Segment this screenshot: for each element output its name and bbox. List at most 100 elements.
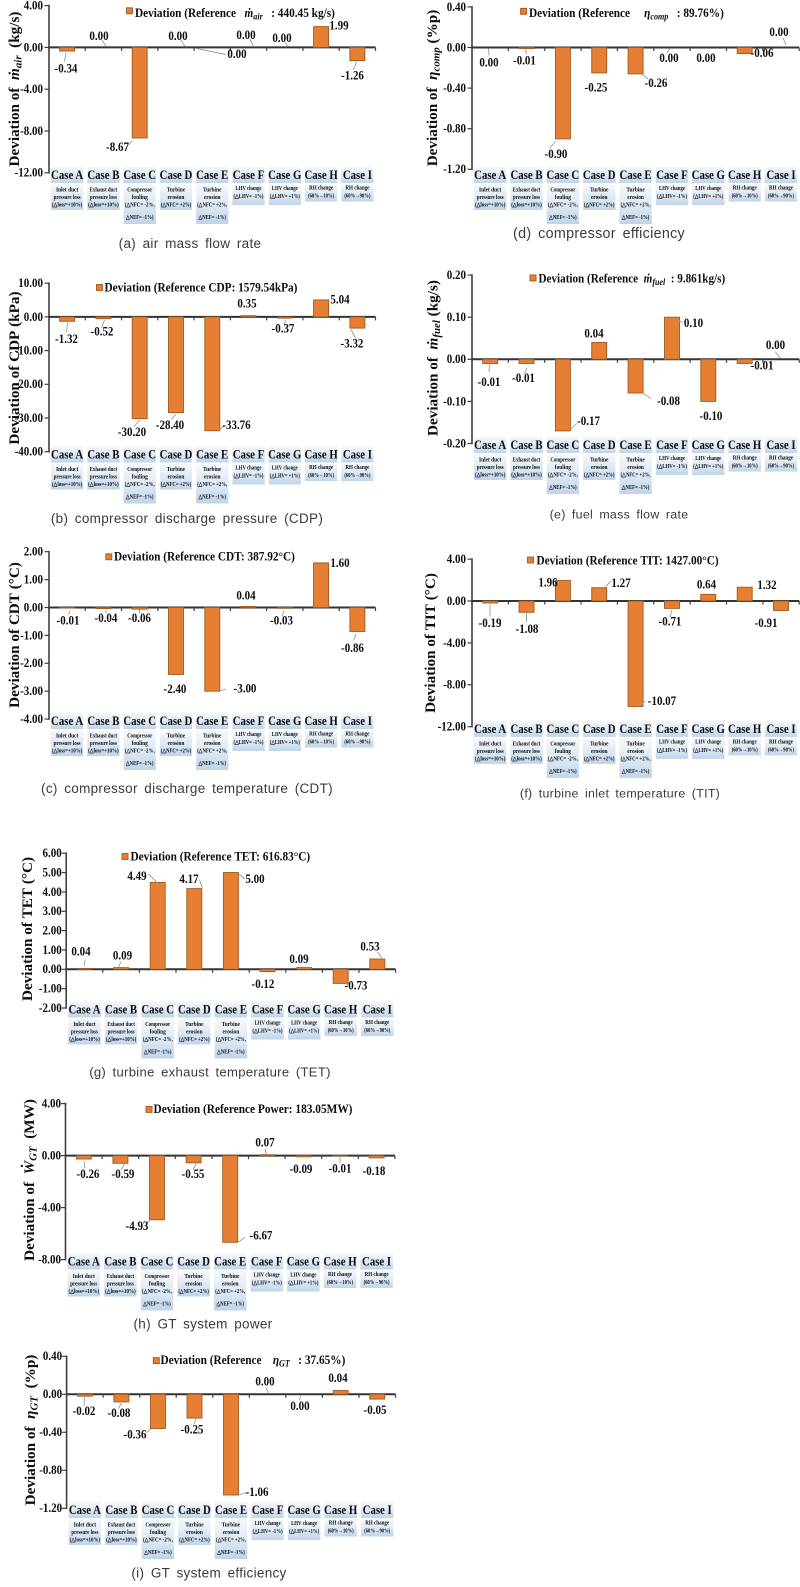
- svg-text:Deviation (Reference ṁfuel: Deviation (Reference ṁfuel : 9.861kg/s): [539, 271, 726, 287]
- svg-text:Compressor: Compressor: [127, 187, 152, 193]
- svg-text:(g) turbine exhaust temperatur: (g) turbine exhaust temperature (TET): [89, 1065, 331, 1080]
- svg-text:-0.09: -0.09: [290, 1163, 313, 1177]
- svg-text:pressure loss: pressure loss: [71, 1029, 99, 1035]
- svg-text:-1.00: -1.00: [20, 629, 43, 643]
- svg-text:(e) fuel mass flow rate: (e) fuel mass flow rate: [550, 508, 689, 522]
- svg-text:RH change: RH change: [365, 1020, 389, 1026]
- svg-text:RH change: RH change: [733, 455, 757, 461]
- svg-text:-0.25: -0.25: [585, 81, 608, 95]
- svg-text:RH change: RH change: [733, 185, 757, 191]
- svg-text:pressure loss: pressure loss: [54, 741, 82, 747]
- svg-text:fouling: fouling: [150, 1029, 166, 1035]
- svg-text:pressure loss: pressure loss: [477, 195, 505, 201]
- svg-text:(△LHV= -1%): (△LHV= -1%): [234, 472, 264, 479]
- svg-text:-1.20: -1.20: [39, 1502, 62, 1516]
- svg-text:Compressor: Compressor: [550, 457, 575, 463]
- svg-text:-0.08: -0.08: [657, 395, 680, 409]
- svg-text:Exhaust duct: Exhaust duct: [513, 457, 541, 463]
- svg-text:(60%→10%): (60%→10%): [328, 1527, 354, 1534]
- svg-text:Case H: Case H: [728, 439, 761, 452]
- svg-text:Deviation (Reference TIT: 1427: Deviation (Reference TIT: 1427.00°C): [537, 553, 719, 568]
- svg-text:Case F: Case F: [251, 1256, 282, 1269]
- svg-text:Case C: Case C: [141, 1004, 174, 1017]
- svg-text:Case D: Case D: [160, 449, 193, 462]
- svg-text:fouling: fouling: [132, 474, 148, 480]
- svg-text:Exhaust duct: Exhaust duct: [90, 187, 118, 193]
- svg-text:-1.08: -1.08: [516, 623, 539, 637]
- svg-text:Case C: Case C: [547, 439, 580, 452]
- svg-text:fouling: fouling: [555, 195, 571, 201]
- svg-text:-0.01: -0.01: [512, 372, 535, 386]
- svg-text:Case F: Case F: [233, 715, 264, 728]
- svg-text:Case D: Case D: [583, 169, 616, 182]
- svg-text:Deviation (Reference TET: 616.: Deviation (Reference TET: 616.83°C): [131, 849, 311, 864]
- svg-text:0.00: 0.00: [479, 56, 498, 70]
- svg-text:Case G: Case G: [268, 169, 301, 182]
- svg-text:(△loss=+10%): (△loss=+10%): [69, 1036, 100, 1043]
- svg-text:-4.00: -4.00: [38, 1201, 61, 1215]
- svg-text:RH change: RH change: [769, 455, 793, 461]
- svg-text:(60%→90%): (60%→90%): [364, 1527, 390, 1534]
- svg-text:Case A: Case A: [51, 715, 84, 728]
- svg-text:10.00: 10.00: [18, 277, 43, 291]
- svg-text:0.00: 0.00: [42, 963, 61, 977]
- svg-text:0.10: 0.10: [684, 317, 703, 331]
- svg-text:-4.93: -4.93: [126, 1220, 149, 1234]
- svg-text:(△LHV= -1%): (△LHV= -1%): [657, 193, 687, 200]
- svg-text:RH change: RH change: [769, 185, 793, 191]
- svg-text:erosion: erosion: [185, 1281, 202, 1287]
- svg-text:(60%→10%): (60%→10%): [328, 1027, 354, 1034]
- svg-text:-30.00: -30.00: [15, 411, 44, 425]
- svg-text:pressure loss: pressure loss: [90, 474, 118, 480]
- svg-text:Case D: Case D: [178, 1004, 211, 1017]
- svg-text:-8.00: -8.00: [38, 1253, 61, 1267]
- svg-text:(△LHV= +1%): (△LHV= +1%): [693, 193, 723, 200]
- svg-text:fouling: fouling: [555, 465, 571, 471]
- svg-text:(△LHV= -1%): (△LHV= -1%): [253, 1528, 283, 1535]
- svg-text:4.00: 4.00: [42, 885, 61, 899]
- svg-text:-1.26: -1.26: [341, 69, 364, 83]
- svg-text:Deviation of ṁfuel (kg/s): Deviation of ṁfuel (kg/s): [425, 280, 443, 436]
- svg-text:Case D: Case D: [160, 169, 193, 182]
- svg-text:pressure loss: pressure loss: [90, 741, 118, 747]
- svg-text:(60%→90%): (60%→90%): [768, 462, 794, 469]
- svg-text:Case H: Case H: [728, 723, 761, 736]
- svg-text:Turbine: Turbine: [203, 467, 222, 473]
- svg-text:-0.91: -0.91: [755, 617, 778, 631]
- svg-text:0.00: 0.00: [696, 52, 715, 66]
- svg-text:Case I: Case I: [343, 169, 373, 182]
- svg-text:Turbine: Turbine: [590, 457, 609, 463]
- svg-text:(△LHV= +1%): (△LHV= +1%): [289, 1528, 319, 1535]
- svg-text:△NEF= -1%): △NEF= -1%): [198, 493, 226, 500]
- svg-text:Exhaust duct: Exhaust duct: [513, 187, 541, 193]
- svg-text:Case G: Case G: [692, 439, 725, 452]
- svg-text:Case D: Case D: [583, 723, 616, 736]
- svg-text:-0.02: -0.02: [73, 1405, 96, 1419]
- svg-text:Deviation of ẆGT (MW): Deviation of ẆGT (MW): [21, 1099, 39, 1261]
- svg-text:Exhaust duct: Exhaust duct: [107, 1274, 135, 1280]
- svg-text:(b) compressor discharge press: (b) compressor discharge pressure (CDP): [51, 511, 323, 526]
- svg-text:△NEF= -1%): △NEF= -1%): [216, 1300, 244, 1307]
- svg-text:pressure loss: pressure loss: [71, 1530, 99, 1536]
- svg-text:fouling: fouling: [132, 195, 148, 201]
- svg-text:-0.06: -0.06: [128, 612, 151, 626]
- svg-text:(△loss=+10%): (△loss=+10%): [88, 747, 119, 754]
- svg-text:Compressor: Compressor: [145, 1022, 170, 1028]
- svg-text:0.00: 0.00: [89, 30, 108, 44]
- svg-text:RH change: RH change: [309, 185, 333, 191]
- svg-text:RH change: RH change: [309, 731, 333, 737]
- svg-text:Turbine: Turbine: [167, 733, 186, 739]
- svg-text:0.00: 0.00: [24, 41, 43, 55]
- svg-text:Inlet duct: Inlet duct: [56, 187, 78, 193]
- svg-text:RH change: RH change: [309, 465, 333, 471]
- svg-text:Case I: Case I: [362, 1256, 392, 1269]
- svg-text:Case D: Case D: [178, 1504, 211, 1517]
- svg-text:erosion: erosion: [223, 1029, 240, 1035]
- svg-text:△NEF= -1%): △NEF= -1%): [198, 214, 226, 221]
- svg-text:0.00: 0.00: [769, 26, 788, 40]
- svg-text:RH change: RH change: [345, 731, 369, 737]
- svg-text:-0.04: -0.04: [95, 612, 118, 626]
- svg-text:0.00: 0.00: [272, 32, 291, 46]
- svg-text:pressure loss: pressure loss: [513, 749, 541, 755]
- svg-text:(△NFC= -2%,: (△NFC= -2%,: [143, 1036, 173, 1043]
